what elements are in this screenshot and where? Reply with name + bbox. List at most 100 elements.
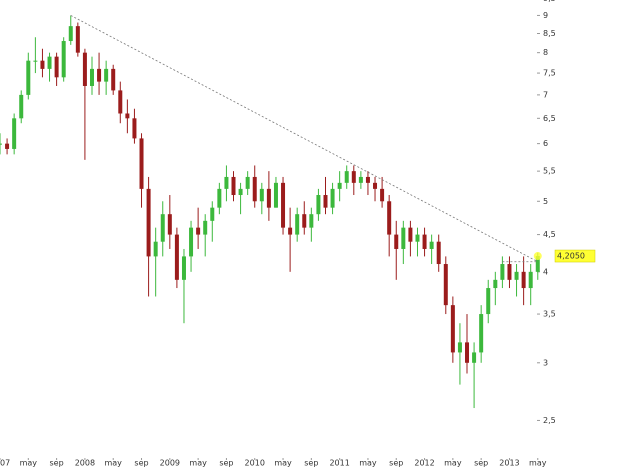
x-tick-label: sep: [50, 459, 64, 468]
candle-body: [217, 188, 222, 208]
x-tick-label: 2010: [245, 459, 265, 468]
x-tick-label: 2007: [0, 459, 10, 468]
candle-body: [500, 264, 505, 280]
candle-body: [380, 188, 385, 202]
candle-body: [47, 56, 52, 69]
candle-body: [295, 214, 300, 235]
y-tick-label: 5,5: [543, 167, 556, 176]
y-tick-label: 2,5: [543, 416, 556, 425]
candle-body: [203, 220, 208, 235]
candle-body: [429, 241, 434, 249]
candle-body: [309, 214, 314, 228]
candle-body: [344, 171, 349, 183]
candle-body: [132, 118, 137, 139]
candle-body: [68, 26, 73, 42]
candle-body: [365, 176, 370, 183]
y-tick-label: 6,5: [543, 114, 556, 123]
y-tick-label: 6: [543, 139, 548, 148]
candle-body: [479, 314, 484, 353]
y-tick-label: 8: [543, 48, 548, 57]
x-tick-label: may: [20, 459, 38, 468]
candle-body: [394, 234, 399, 249]
candle-body: [167, 214, 172, 235]
candle-body: [89, 68, 94, 86]
candle-body: [373, 182, 378, 189]
candle-body: [415, 234, 420, 242]
candle-body: [153, 241, 158, 257]
candle-body: [146, 188, 151, 257]
candle-body: [181, 256, 186, 280]
candle-body: [358, 176, 363, 183]
candle-body: [288, 227, 293, 235]
y-tick-label: 3,5: [543, 310, 556, 319]
candle-body: [387, 201, 392, 235]
candle-body: [337, 182, 342, 189]
x-tick-label: 2008: [75, 459, 95, 468]
x-tick-label: may: [274, 459, 292, 468]
y-tick-label: 8,5: [543, 29, 556, 38]
candle-body: [507, 264, 512, 280]
candle-body: [231, 176, 236, 196]
candle-body: [422, 234, 427, 249]
candle-body: [0, 143, 2, 145]
y-tick-label: 4,5: [543, 230, 556, 239]
x-tick-label: 2013: [499, 459, 519, 468]
last-price-label: 4,2050: [557, 252, 585, 261]
candle-body: [408, 227, 413, 242]
candle-body: [104, 68, 109, 82]
candle-body: [33, 60, 38, 62]
candle-body: [196, 227, 201, 235]
candle-body: [61, 41, 66, 78]
candle-body: [443, 264, 448, 306]
candle-body: [472, 352, 477, 363]
candle-body: [528, 271, 533, 289]
y-tick-label: 5: [543, 197, 548, 206]
x-tick-label: sep: [304, 459, 318, 468]
candle-body: [5, 143, 10, 149]
candle-body: [330, 188, 335, 208]
candle-body: [75, 26, 80, 53]
x-tick-label: may: [189, 459, 207, 468]
last-price-marker: [533, 252, 542, 261]
candle-body: [493, 279, 498, 289]
x-tick-label: 2009: [160, 459, 180, 468]
x-tick-label: may: [104, 459, 122, 468]
candle-body: [210, 207, 215, 221]
candle-body: [224, 176, 229, 189]
candle-body: [238, 188, 243, 196]
candle-body: [125, 113, 130, 119]
candle-body: [323, 195, 328, 208]
candle-body: [302, 214, 307, 228]
last-price-box: [554, 249, 596, 263]
x-tick-label: sep: [474, 459, 488, 468]
candle-body: [189, 227, 194, 257]
y-tick-label: 4: [543, 267, 548, 276]
candle-body: [316, 195, 321, 215]
y-tick-label: 9: [543, 11, 548, 20]
candle-body: [514, 271, 519, 280]
candle-body: [12, 118, 17, 149]
candle-body: [139, 138, 144, 189]
candle-body: [486, 288, 491, 315]
candle-body: [174, 234, 179, 280]
candle-body: [111, 68, 116, 91]
candle-body: [465, 342, 470, 363]
y-tick-label: 7: [543, 90, 548, 99]
y-tick-label: 7,5: [543, 69, 556, 78]
candle-body: [26, 60, 31, 95]
candle-body: [82, 52, 87, 86]
candle-body: [97, 68, 102, 82]
x-tick-label: sep: [219, 459, 233, 468]
candle-body: [450, 305, 455, 353]
candle-body: [436, 241, 441, 265]
x-tick-label: may: [444, 459, 462, 468]
candle-body: [40, 60, 45, 69]
candle-body: [252, 176, 257, 202]
candle-body: [245, 176, 250, 189]
x-tick-label: may: [529, 459, 547, 468]
candle-body: [457, 342, 462, 353]
y-tick-label: 9,5: [543, 0, 556, 3]
x-tick-label: 2012: [414, 459, 434, 468]
y-tick-label: 3: [543, 358, 548, 367]
